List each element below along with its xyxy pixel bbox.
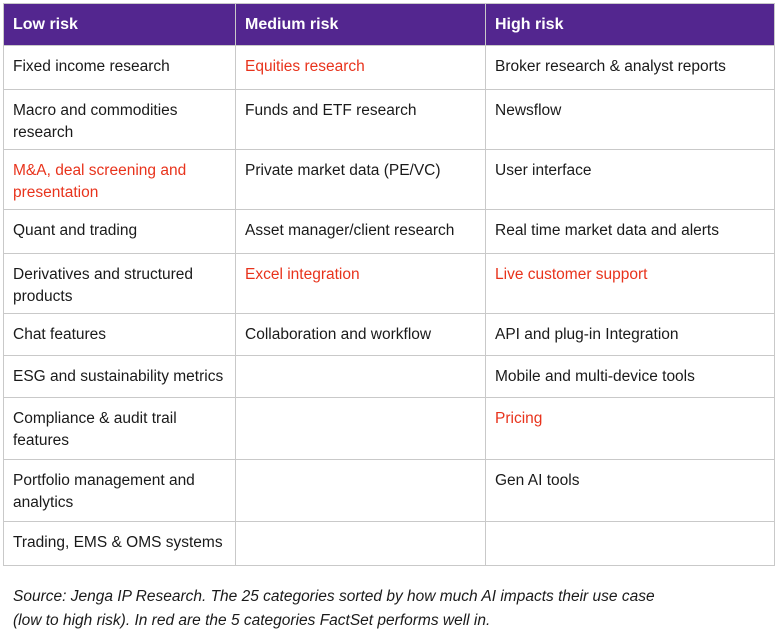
caption-line-1: Source: Jenga IP Research. The 25 catego… xyxy=(13,588,655,605)
table-cell-low-risk: Macro and commodities research xyxy=(3,89,236,150)
table-row: Macro and commodities research Funds and … xyxy=(3,89,775,150)
table-body: Fixed income research Equities research Br… xyxy=(3,45,775,566)
table-row: Trading, EMS & OMS systems xyxy=(3,521,775,566)
table-cell-medium-risk: Funds and ETF research xyxy=(235,89,486,150)
table-cell-medium-risk: Equities research xyxy=(235,45,486,90)
table-cell-medium-risk xyxy=(235,397,486,460)
table-row: M&A, deal screening and presentation Priv… xyxy=(3,149,775,210)
table-cell-low-risk: Compliance & audit trail features xyxy=(3,397,236,460)
table-cell-high-risk: Broker research & analyst reports xyxy=(485,45,775,90)
header-low-risk: Low risk xyxy=(3,3,236,46)
table-header-row: Low risk Medium risk High risk xyxy=(3,3,775,46)
table-cell-low-risk: Portfolio management and analytics xyxy=(3,459,236,522)
table-row: Portfolio management and analytics Gen AI… xyxy=(3,459,775,522)
table-cell-low-risk: ESG and sustainability metrics xyxy=(3,355,236,398)
table-row: ESG and sustainability metrics Mobile and… xyxy=(3,355,775,398)
header-medium-risk: Medium risk xyxy=(235,3,486,46)
table-cell-low-risk: Fixed income research xyxy=(3,45,236,90)
table-cell-high-risk: User interface xyxy=(485,149,775,210)
table-cell-medium-risk: Collaboration and workflow xyxy=(235,313,486,356)
table-row: Derivatives and structured products Excel… xyxy=(3,253,775,314)
table-cell-low-risk: M&A, deal screening and presentation xyxy=(3,149,236,210)
table-cell-medium-risk xyxy=(235,355,486,398)
table-row: Chat features Collaboration and workflow A… xyxy=(3,313,775,356)
risk-table-container: Low risk Medium risk High risk Fixed inc… xyxy=(3,3,775,566)
table-cell-high-risk: API and plug-in Integration xyxy=(485,313,775,356)
table-row: Compliance & audit trail features Pricing xyxy=(3,397,775,460)
caption-line-2: (low to high risk). In red are the 5 cat… xyxy=(13,612,491,629)
table-row: Quant and trading Asset manager/client re… xyxy=(3,209,775,254)
table-cell-medium-risk: Excel integration xyxy=(235,253,486,314)
source-caption: Source: Jenga IP Research. The 25 catego… xyxy=(13,585,773,633)
risk-categories-table: Low risk Medium risk High risk Fixed inc… xyxy=(3,3,775,566)
table-cell-low-risk: Derivatives and structured products xyxy=(3,253,236,314)
table-row: Fixed income research Equities research Br… xyxy=(3,45,775,90)
table-cell-medium-risk: Private market data (PE/VC) xyxy=(235,149,486,210)
table-cell-high-risk: Mobile and multi-device tools xyxy=(485,355,775,398)
table-cell-high-risk xyxy=(485,521,775,566)
header-high-risk: High risk xyxy=(485,3,775,46)
table-cell-high-risk: Gen AI tools xyxy=(485,459,775,522)
table-cell-medium-risk xyxy=(235,521,486,566)
table-cell-high-risk: Newsflow xyxy=(485,89,775,150)
table-cell-high-risk: Live customer support xyxy=(485,253,775,314)
table-cell-medium-risk: Asset manager/client research xyxy=(235,209,486,254)
table-cell-high-risk: Pricing xyxy=(485,397,775,460)
table-cell-low-risk: Quant and trading xyxy=(3,209,236,254)
table-cell-high-risk: Real time market data and alerts xyxy=(485,209,775,254)
table-cell-low-risk: Chat features xyxy=(3,313,236,356)
table-cell-low-risk: Trading, EMS & OMS systems xyxy=(3,521,236,566)
table-cell-medium-risk xyxy=(235,459,486,522)
